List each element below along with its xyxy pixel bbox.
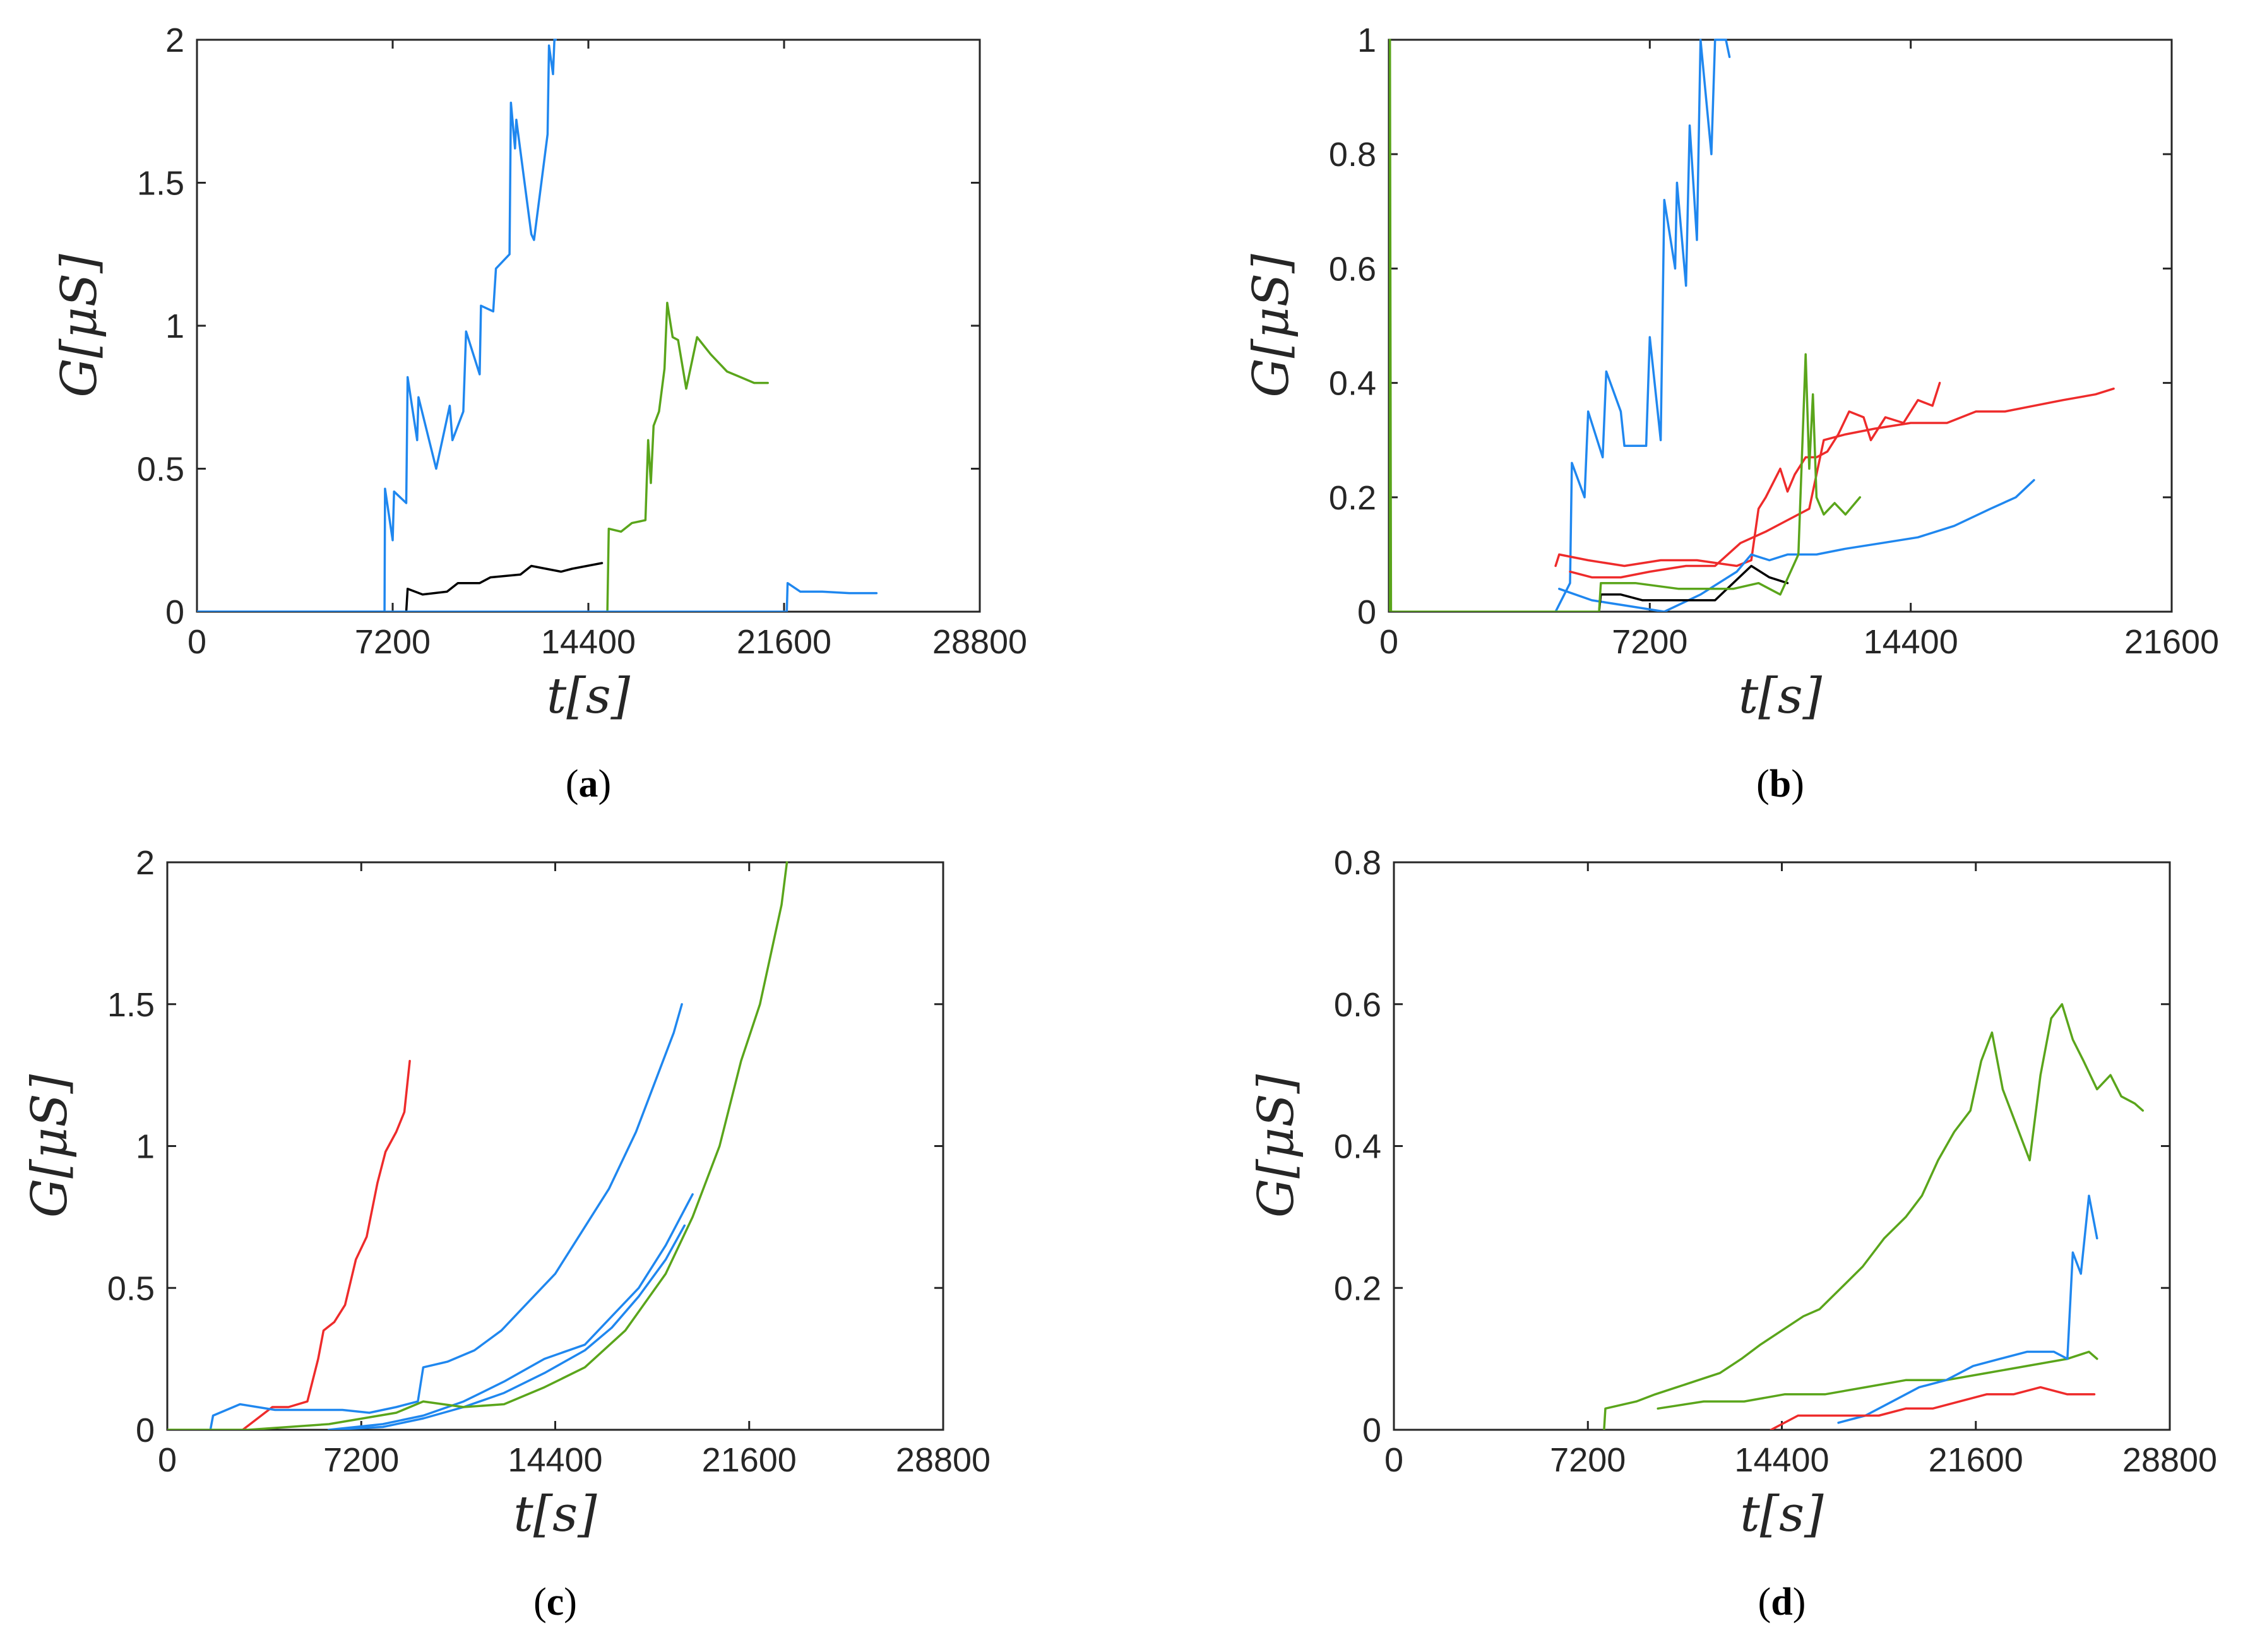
x-tick-label: 0	[158, 1441, 177, 1479]
y-tick-label: 0.2	[1334, 1269, 1381, 1307]
axes-box	[196, 39, 981, 613]
x-tick-label: 21600	[1929, 1441, 2023, 1479]
y-axis-label: G[μS]	[21, 1074, 78, 1218]
y-tick-label: 2	[136, 844, 155, 882]
y-tick-label: 0	[136, 1411, 155, 1449]
x-axis-label: t[s]	[1739, 668, 1823, 725]
y-tick-label: 0	[1362, 1411, 1381, 1449]
x-tick-label: 0	[1384, 1441, 1403, 1479]
series-line-green-1	[1389, 39, 1862, 612]
x-tick-label: 14400	[1734, 1441, 1829, 1479]
series-line-red-2	[1569, 387, 2115, 579]
panel-caption: (c)	[533, 1581, 577, 1624]
x-axis-label: t[s]	[513, 1486, 597, 1543]
y-tick-label: 1	[165, 307, 184, 345]
panel-a: 0 7200 14400 21600 28800 0 0.5 1 1.5 2 t[s] G[μS] (a…	[51, 21, 1027, 805]
series-line-red-1	[1554, 381, 1941, 568]
y-tick-label: 0.5	[107, 1269, 155, 1307]
x-tick-label: 14400	[1864, 623, 1958, 661]
series-line-black-1	[1598, 564, 1789, 612]
x-tick-label: 21600	[737, 623, 831, 661]
y-tick-label: 0.8	[1334, 844, 1381, 882]
axes-box	[1393, 861, 2171, 1431]
series-line-blue-1	[1554, 39, 1731, 612]
y-tick-label: 0.5	[137, 451, 184, 489]
x-tick-label: 7200	[323, 1441, 399, 1479]
y-tick-label: 0	[1357, 593, 1376, 631]
x-tick-label: 28800	[2122, 1441, 2217, 1479]
series-line-red-1	[1770, 1386, 2096, 1430]
series-line-green-1	[167, 861, 788, 1430]
panel-caption: (a)	[566, 763, 611, 805]
series-line-blue-2	[197, 581, 878, 612]
panel-caption: (b)	[1756, 763, 1804, 805]
panel-caption: (d)	[1758, 1581, 1806, 1624]
panel-d: 0 7200 14400 21600 28800 0 0.2 0.4 0.6 0.8 t[s] G[μ…	[1248, 844, 2217, 1624]
series-group	[167, 861, 788, 1430]
series-line-blue-3	[328, 1224, 686, 1430]
series-line-blue-2	[328, 1193, 694, 1430]
y-tick-label: 0	[165, 593, 184, 631]
y-axis-label: G[μS]	[1243, 254, 1300, 398]
y-axis-label: G[μS]	[1248, 1074, 1305, 1218]
series-line-blue-1	[209, 1003, 683, 1430]
series-line-red-1	[241, 1059, 411, 1430]
x-tick-label: 28800	[932, 623, 1027, 661]
x-tick-label: 7200	[1612, 623, 1687, 661]
series-group	[197, 39, 878, 612]
x-tick-label: 14400	[541, 623, 636, 661]
x-tick-label: 28800	[896, 1441, 991, 1479]
y-tick-label: 2	[165, 21, 184, 59]
x-tick-label: 7200	[1550, 1441, 1626, 1479]
axes-box	[1388, 39, 2173, 613]
x-tick-label: 21600	[2124, 623, 2219, 661]
y-tick-label: 0.6	[1334, 986, 1381, 1024]
y-tick-label: 1.5	[107, 986, 155, 1024]
y-tick-label: 1.5	[137, 165, 184, 203]
y-tick-label: 0.4	[1329, 365, 1376, 403]
series-line-green-1	[1603, 1003, 2145, 1430]
series-group	[1389, 39, 2115, 612]
x-axis-label: t[s]	[547, 668, 631, 725]
y-tick-label: 1	[136, 1128, 155, 1166]
series-line-black-1	[405, 562, 604, 612]
series-line-green-1	[606, 302, 769, 612]
series-line-blue-1	[1837, 1194, 2098, 1424]
axes-box	[166, 861, 944, 1431]
y-tick-label: 0.8	[1329, 136, 1376, 174]
y-axis-label: G[μS]	[51, 254, 108, 398]
x-tick-label: 0	[187, 623, 206, 661]
y-tick-label: 1	[1357, 21, 1376, 59]
series-group	[1603, 1003, 2145, 1430]
series-line-blue-2	[1558, 478, 2035, 612]
y-tick-label: 0.6	[1329, 250, 1376, 288]
x-tick-label: 21600	[702, 1441, 797, 1479]
panel-b: 0 7200 14400 21600 0 0.2 0.4 0.6 0.8 1 t[s] G[μS] (b…	[1243, 21, 2219, 805]
panel-c: 0 7200 14400 21600 28800 0 0.5 1 1.5 2 t[s] G[μS] (c…	[21, 844, 991, 1624]
x-axis-label: t[s]	[1740, 1486, 1824, 1543]
y-tick-label: 0.4	[1334, 1128, 1381, 1166]
x-tick-label: 0	[1379, 623, 1398, 661]
y-tick-label: 0.2	[1329, 479, 1376, 517]
series-line-blue-1	[197, 39, 557, 612]
x-tick-label: 14400	[508, 1441, 602, 1479]
x-tick-label: 7200	[355, 623, 431, 661]
